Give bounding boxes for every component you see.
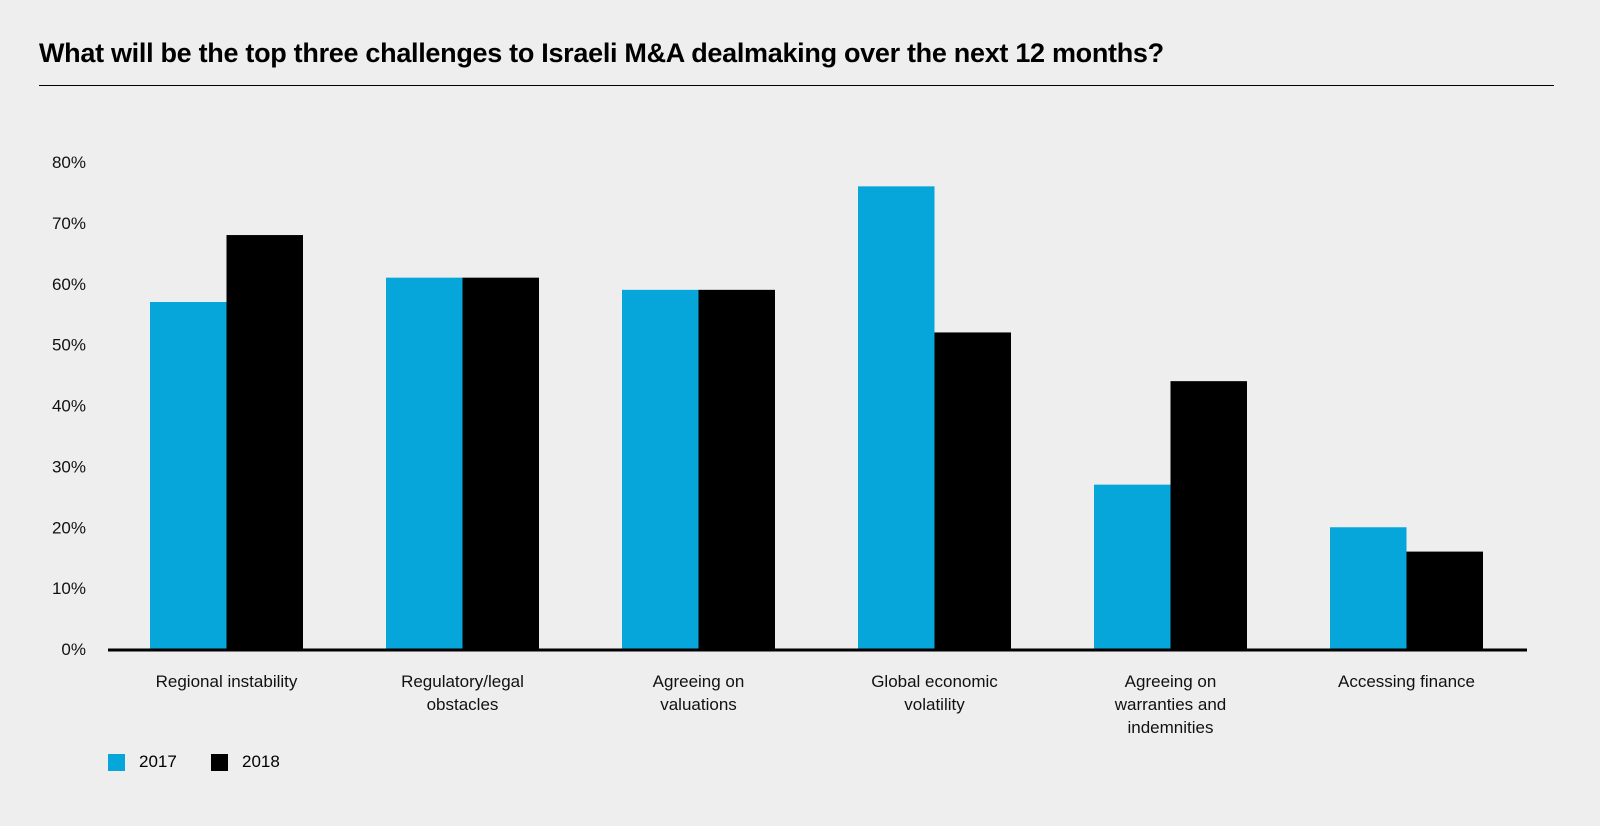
- legend-label-2018: 2018: [242, 752, 280, 771]
- x-category-label: Accessing finance: [1338, 672, 1475, 691]
- bar-2017: [622, 289, 699, 649]
- y-tick-label: 20%: [52, 518, 86, 537]
- chart-title: What will be the top three challenges to…: [39, 38, 1164, 68]
- bar-2017: [858, 186, 935, 649]
- bar-2018: [698, 289, 775, 649]
- x-category-label: warranties and: [1114, 695, 1227, 714]
- bar-2017: [386, 277, 463, 649]
- y-tick-label: 80%: [52, 153, 86, 172]
- legend-label-2017: 2017: [139, 752, 177, 771]
- y-tick-label: 30%: [52, 457, 86, 476]
- bar-2017: [1094, 484, 1171, 649]
- y-tick-label: 60%: [52, 275, 86, 294]
- bar-2018: [1406, 551, 1483, 649]
- y-tick-label: 0%: [61, 640, 86, 659]
- legend-item-2018: 2018: [211, 752, 280, 772]
- bar-2018: [1170, 381, 1247, 649]
- bar-2017: [150, 302, 227, 649]
- y-tick-label: 10%: [52, 579, 86, 598]
- x-category-label: Agreeing on: [653, 672, 745, 691]
- x-category-label: Global economic: [871, 672, 998, 691]
- x-category-label: valuations: [660, 695, 737, 714]
- legend-swatch-2017: [108, 753, 125, 771]
- bar-2018: [462, 277, 539, 649]
- y-tick-label: 70%: [52, 214, 86, 233]
- legend-swatch-2018: [211, 753, 228, 771]
- x-category-label: volatility: [904, 695, 965, 714]
- y-tick-label: 50%: [52, 336, 86, 355]
- x-category-label: indemnities: [1128, 718, 1214, 737]
- bar-2018: [226, 235, 303, 650]
- title-divider: [39, 85, 1554, 86]
- x-category-label: Agreeing on: [1125, 672, 1217, 691]
- x-category-label: Regulatory/legal: [401, 672, 524, 691]
- y-tick-label: 40%: [52, 397, 86, 416]
- x-category-label: Regional instability: [156, 672, 298, 691]
- bar-2018: [934, 332, 1011, 649]
- bar-2017: [1330, 527, 1407, 649]
- legend-item-2017: 2017: [108, 752, 177, 772]
- x-category-label: obstacles: [427, 695, 499, 714]
